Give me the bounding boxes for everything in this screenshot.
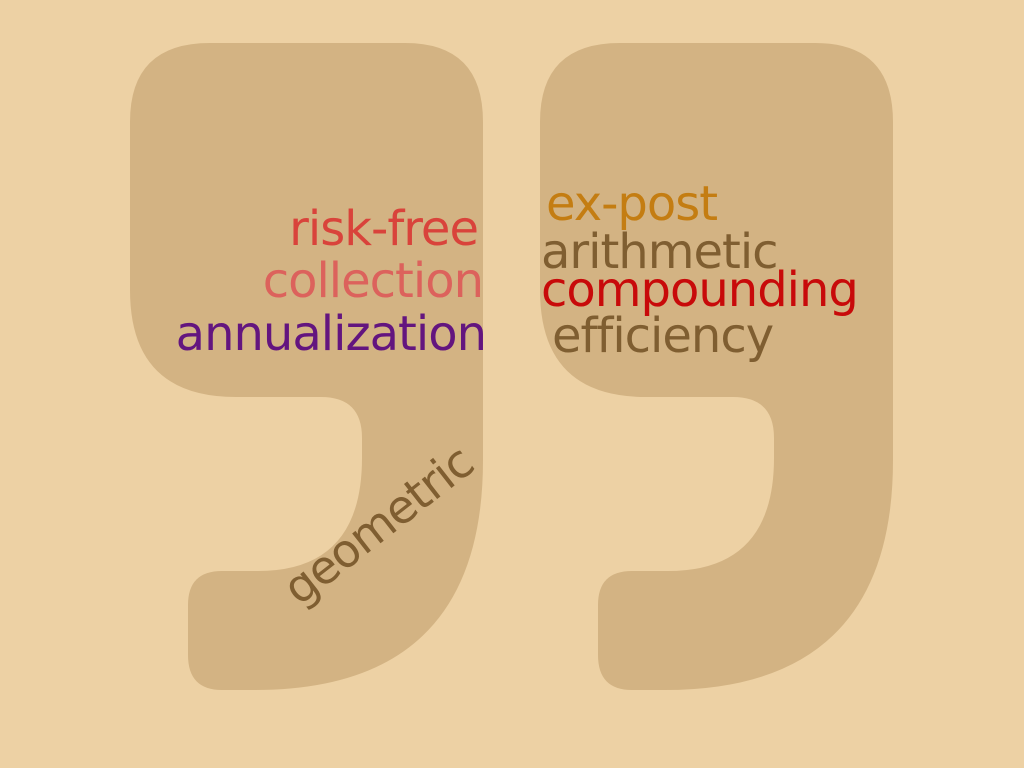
- closing-quotation-mark-icon: [130, 43, 893, 690]
- word-annualization: annualization: [175, 306, 487, 362]
- word-compounding: compounding: [541, 262, 859, 318]
- word-arithmetic: arithmetic: [541, 224, 779, 280]
- word-efficiency: efficiency: [552, 308, 774, 364]
- word-ex-post: ex-post: [546, 176, 718, 232]
- word-collection: collection: [262, 253, 484, 309]
- word-risk-free: risk-free: [289, 201, 479, 257]
- quote-left-glyph: [130, 43, 483, 690]
- quote-right-glyph: [540, 43, 893, 690]
